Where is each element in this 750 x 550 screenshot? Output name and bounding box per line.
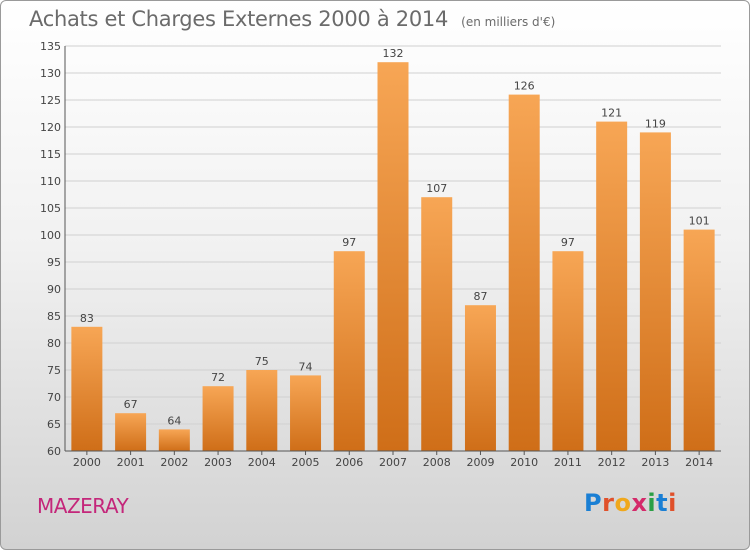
x-tick-label: 2014	[685, 456, 713, 469]
bar	[290, 375, 322, 451]
bar-value-label: 101	[689, 215, 710, 228]
bar	[71, 326, 103, 451]
logo-letter: r	[602, 489, 615, 517]
bar-layer	[71, 62, 715, 451]
y-tick-label: 110	[40, 175, 61, 188]
y-tick-label: 85	[47, 310, 61, 323]
y-tick-label: 75	[47, 364, 61, 377]
proxiti-logo: Proxiti	[584, 489, 677, 517]
logo-letter: o	[614, 489, 632, 517]
y-tick-label: 70	[47, 391, 61, 404]
bar	[246, 370, 278, 451]
chart-header: Achats et Charges Externes 2000 à 2014 (…	[29, 7, 555, 31]
x-tick-label: 2008	[423, 456, 451, 469]
chart-title: Achats et Charges Externes 2000 à 2014	[29, 7, 449, 31]
bar	[333, 251, 365, 451]
y-tick-label: 90	[47, 283, 61, 296]
logo-letter: x	[631, 489, 648, 517]
bar-value-label: 97	[342, 236, 356, 249]
bar-value-label: 121	[601, 107, 622, 120]
bar	[596, 121, 628, 451]
bar	[377, 62, 409, 451]
bar-value-label: 132	[383, 47, 404, 60]
y-tick-label: 65	[47, 418, 61, 431]
x-tick-label: 2013	[641, 456, 669, 469]
y-tick-label: 60	[47, 445, 61, 458]
bar-value-label: 126	[514, 80, 535, 93]
y-tick-label: 130	[40, 67, 61, 80]
logo-letter: t	[656, 489, 669, 517]
y-tick-label: 135	[40, 40, 61, 53]
bar-value-label: 74	[299, 360, 313, 373]
logo-letter: i	[668, 489, 677, 517]
bar-value-label: 83	[80, 312, 94, 325]
x-tick-label: 2004	[248, 456, 276, 469]
y-tick-label: 105	[40, 202, 61, 215]
chart-unit: (en milliers d'€)	[461, 15, 556, 29]
y-tick-label: 115	[40, 148, 61, 161]
bar	[639, 132, 671, 451]
place-name: MAZERAY	[37, 494, 129, 518]
bar-value-label: 64	[167, 414, 181, 427]
axis-layer: 60 65 70 75 80 85 90 95 100 105 110 115 120 125 130 135…	[40, 40, 721, 469]
x-tick-label: 2011	[554, 456, 582, 469]
bar	[552, 251, 584, 451]
y-tick-label: 100	[40, 229, 61, 242]
y-tick-label: 95	[47, 256, 61, 269]
bar	[508, 94, 540, 451]
bar-value-label: 97	[561, 236, 575, 249]
x-tick-label: 2010	[510, 456, 538, 469]
x-tick-label: 2009	[466, 456, 494, 469]
x-tick-label: 2001	[117, 456, 145, 469]
bar-value-label: 107	[426, 182, 447, 195]
bar	[158, 429, 190, 451]
bar	[202, 386, 234, 451]
y-tick-label: 120	[40, 121, 61, 134]
bar-value-label: 67	[124, 398, 138, 411]
bar	[464, 305, 496, 451]
x-tick-label: 2002	[160, 456, 188, 469]
x-tick-label: 2003	[204, 456, 232, 469]
x-tick-label: 2012	[598, 456, 626, 469]
y-tick-label: 125	[40, 94, 61, 107]
bar	[421, 197, 453, 451]
y-tick-label: 80	[47, 337, 61, 350]
x-tick-label: 2007	[379, 456, 407, 469]
x-tick-label: 2000	[73, 456, 101, 469]
bar	[115, 413, 147, 451]
x-tick-label: 2005	[292, 456, 320, 469]
bar-value-label: 75	[255, 355, 269, 368]
bar	[683, 229, 715, 451]
label-layer: 83 67 64 72 75 74 97 132 107 87 126 97 121 119 101	[80, 47, 710, 427]
logo-letter: i	[647, 489, 657, 517]
bar-value-label: 72	[211, 371, 225, 384]
logo-letter: P	[584, 489, 603, 517]
bar-value-label: 119	[645, 117, 666, 130]
x-tick-label: 2006	[335, 456, 363, 469]
bar-value-label: 87	[473, 290, 487, 303]
